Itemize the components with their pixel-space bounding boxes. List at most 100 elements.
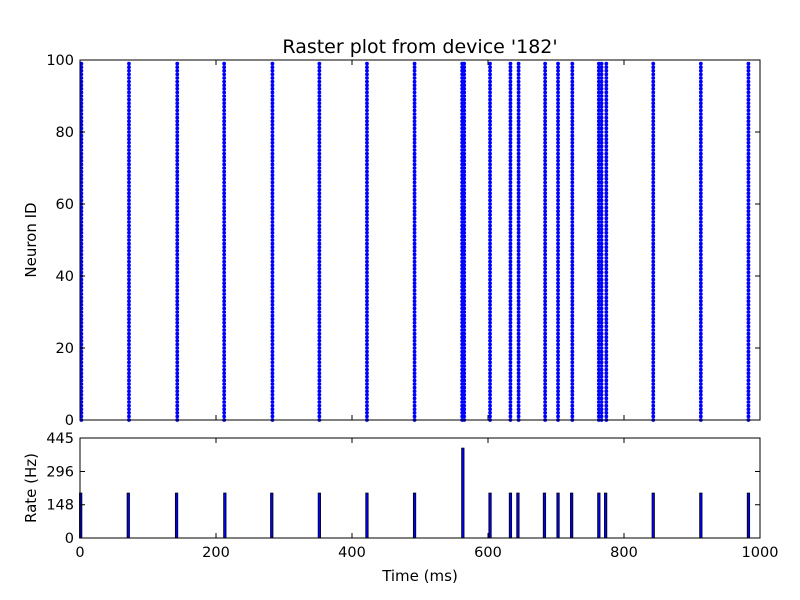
spike-dot: [365, 266, 369, 271]
spike-dot: [556, 97, 560, 102]
spike-dot: [270, 367, 275, 372]
spike-dot: [599, 382, 604, 386]
spike-dot: [175, 151, 180, 156]
spike-dot: [317, 252, 322, 257]
spike-dot: [412, 252, 417, 257]
spike-dot: [604, 346, 609, 350]
spike-dot: [570, 130, 575, 134]
spike-dot: [222, 90, 227, 95]
spike-dot: [175, 245, 180, 250]
spike-dot: [127, 65, 131, 70]
spike-dot: [651, 137, 656, 142]
spike-dot: [222, 252, 227, 257]
spike-dot: [488, 306, 492, 311]
spike-dot: [570, 338, 575, 343]
spike-dot: [599, 367, 604, 372]
spike-dot: [175, 130, 180, 134]
spike-dot: [270, 94, 275, 98]
spike-dot: [596, 137, 601, 142]
spike-dot: [175, 227, 180, 232]
spike-dot: [596, 356, 601, 361]
rate-bar: [174, 492, 179, 539]
spike-dot: [746, 277, 751, 282]
spike-dot: [543, 299, 548, 304]
spike-dot: [651, 295, 656, 300]
spike-dot: [462, 259, 467, 264]
spike-dot: [508, 205, 513, 210]
spike-dot: [651, 194, 656, 199]
spike-dot: [127, 335, 131, 340]
spike-dot: [222, 158, 227, 163]
spike-dot: [746, 299, 751, 304]
spike-dot: [543, 176, 548, 181]
spike-column: [412, 61, 417, 422]
spike-dot: [556, 65, 560, 70]
spike-dot: [556, 313, 560, 318]
spike-dot: [127, 367, 131, 372]
spike-dot: [556, 356, 560, 361]
spike-dot: [596, 83, 601, 88]
spike-dot: [516, 270, 521, 275]
spike-dot: [175, 187, 180, 192]
spike-dot: [365, 194, 369, 199]
spike-dot: [175, 263, 180, 268]
spike-dot: [556, 299, 560, 304]
spike-dot: [127, 209, 131, 214]
spike-dot: [570, 400, 575, 404]
raster-ylabel: Neuron ID: [22, 202, 40, 277]
spike-dot: [516, 212, 521, 217]
spike-dot: [746, 140, 751, 145]
rate-bar: [597, 492, 601, 539]
spike-dot: [516, 126, 521, 131]
spike-dot: [317, 202, 322, 206]
spike-dot: [317, 65, 322, 70]
spike-dot: [488, 414, 492, 419]
raster-ytick-label: 40: [56, 269, 74, 285]
spike-dot: [175, 137, 180, 142]
spike-dot: [317, 238, 322, 242]
spike-dot: [604, 72, 609, 77]
rate-bar: [604, 492, 608, 539]
spike-dot: [222, 108, 227, 113]
spike-dot: [651, 61, 656, 66]
spike-dot: [508, 97, 513, 102]
spike-dot: [698, 191, 703, 196]
spike-dot: [508, 76, 513, 80]
spike-dot: [462, 266, 467, 271]
spike-dot: [604, 216, 609, 221]
spike-dot: [270, 248, 275, 253]
spike-dot: [365, 220, 369, 224]
spike-dot: [222, 241, 227, 246]
spike-dot: [570, 353, 575, 358]
spike-dot: [175, 176, 180, 181]
spike-dot: [599, 65, 604, 70]
spike-dot: [127, 281, 131, 286]
spike-dot: [698, 194, 703, 199]
spike-dot: [698, 374, 703, 379]
spike-dot: [516, 180, 521, 185]
spike-dot: [317, 259, 322, 264]
spike-dot: [508, 140, 513, 145]
spike-dot: [543, 356, 548, 361]
spike-dot: [127, 61, 131, 66]
spike-dot: [651, 122, 656, 127]
spike-dot: [596, 270, 601, 275]
spike-dot: [543, 360, 548, 365]
spike-dot: [270, 227, 275, 232]
spike-dot: [462, 238, 467, 242]
spike-dot: [543, 101, 548, 106]
spike-dot: [596, 94, 601, 98]
spike-dot: [599, 230, 604, 235]
spike-column: [365, 61, 369, 422]
spike-dot: [698, 173, 703, 178]
spike-dot: [516, 414, 521, 419]
spike-dot: [698, 266, 703, 271]
spike-dot: [412, 220, 417, 224]
spike-dot: [516, 346, 521, 350]
spike-dot: [508, 148, 513, 152]
spike-dot: [556, 79, 560, 84]
spike-dot: [543, 86, 548, 91]
spike-dot: [651, 274, 656, 278]
spike-dot: [488, 328, 492, 332]
